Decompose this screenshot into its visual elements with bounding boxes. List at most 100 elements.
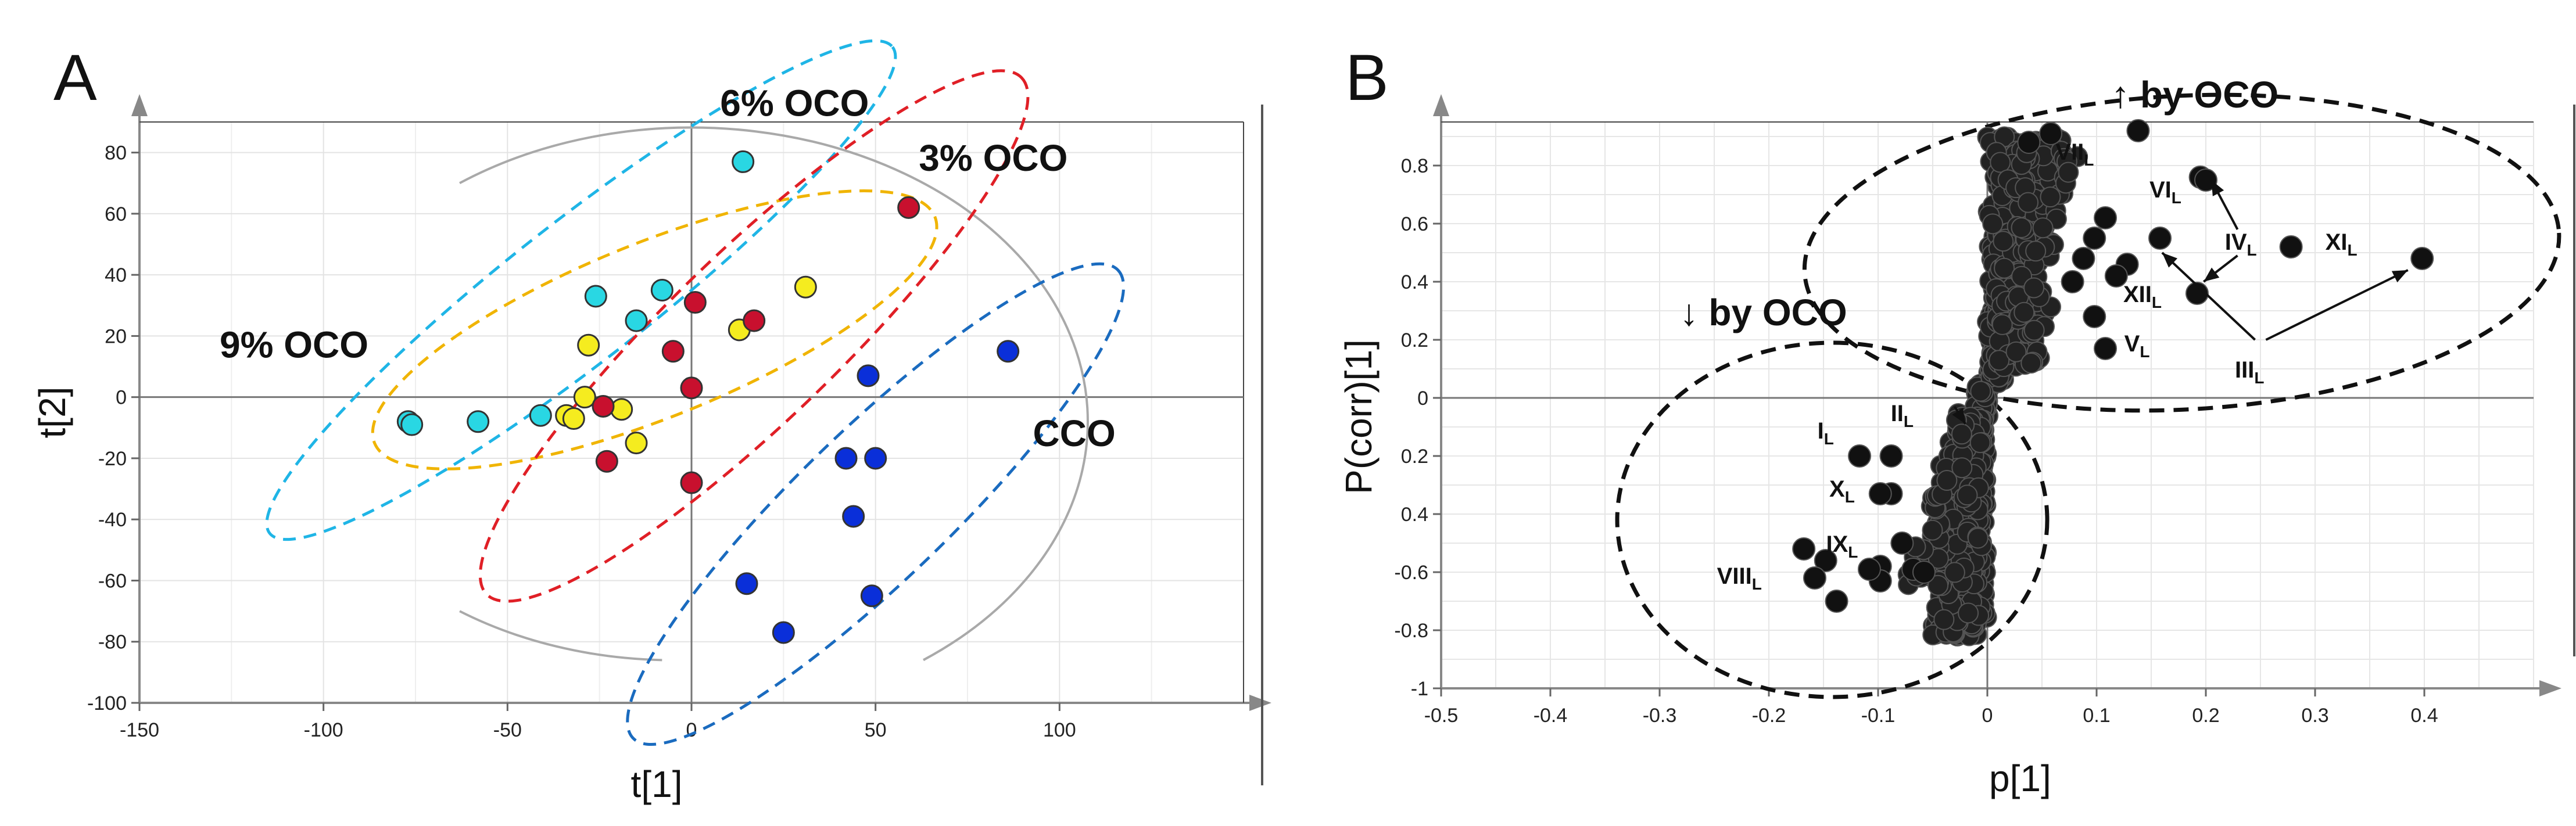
loading-point <box>1944 562 1965 583</box>
loading-point-outlier <box>1879 444 1903 468</box>
loading-point <box>1991 314 2013 335</box>
y-tick-label: 80 <box>105 142 127 164</box>
loading-point-outlier <box>1890 531 1914 555</box>
y-tick-label: 0 <box>116 387 127 409</box>
scatter-point-blue <box>864 447 887 470</box>
loading-point-outlier <box>2039 122 2063 145</box>
scatter-point-cyan <box>625 309 648 332</box>
x-tick-label: 100 <box>1043 719 1076 741</box>
loading-point <box>2013 301 2035 323</box>
loading-point-outlier <box>2083 227 2106 250</box>
x-tick-label: -0.4 <box>1534 705 1568 727</box>
x-tick-label: -0.2 <box>1752 705 1786 727</box>
loading-point <box>1969 432 1991 454</box>
annotation-label: IVL <box>2225 229 2257 259</box>
loading-point-outlier <box>2279 235 2303 258</box>
confidence-ellipse-bottom <box>459 610 662 662</box>
panel-a-letter: A <box>53 41 97 114</box>
loading-point <box>1989 350 2010 371</box>
x-tick-label: 0 <box>1982 705 1993 727</box>
loading-point <box>1936 470 1958 491</box>
annotation-label: VL <box>2124 331 2150 361</box>
y-tick-label: -0.8 <box>1394 620 1428 642</box>
loading-point <box>2032 217 2054 239</box>
confidence-ellipse-top <box>459 126 1089 662</box>
y-tick-label: 0.2 <box>1401 329 1428 351</box>
loading-point-outlier <box>2104 264 2128 288</box>
annotation-label: IXL <box>1826 531 1858 561</box>
ellipse-9pct <box>265 39 897 541</box>
x-tick-label: 0 <box>686 719 697 741</box>
scatter-point-cyan <box>650 278 673 301</box>
scatter-point-red <box>683 291 707 314</box>
x-tick-label: -0.3 <box>1643 705 1677 727</box>
scatter-point-yellow <box>573 386 596 409</box>
scatter-point-blue <box>857 364 880 387</box>
annotation-label: ↑ by OCO <box>2111 74 2278 116</box>
loading-point-outlier <box>2410 247 2434 270</box>
x-tick-label: 0.1 <box>2083 705 2110 727</box>
scatter-point-cyan <box>584 285 607 308</box>
annotation-label: XIIL <box>2123 282 2162 311</box>
y-axis-arrow <box>131 94 148 116</box>
x-tick-label: 0.2 <box>2192 705 2219 727</box>
annotation-label: VIL <box>2149 177 2181 207</box>
annotation-label: ↓ by OCO <box>1680 292 1847 333</box>
arrow-iii-a <box>2161 252 2256 341</box>
loading-point <box>1994 257 2015 279</box>
loading-point <box>1927 574 1949 596</box>
loading-point <box>1993 231 2014 252</box>
scatter-point-yellow <box>577 333 600 357</box>
ellipse-yellow-group <box>371 189 938 471</box>
arrow-iv-bottom-head <box>2204 267 2220 282</box>
scatter-point-blue <box>834 447 858 470</box>
group-label: 9% OCO <box>220 324 368 365</box>
annotation-label: XIL <box>2326 229 2358 259</box>
y-tick-label: 0.8 <box>1401 155 1428 177</box>
loading-point <box>2020 353 2042 374</box>
annotation-label: VIIL <box>2055 139 2094 169</box>
scatter-point-yellow <box>794 275 817 299</box>
group-label: 6% OCO <box>720 82 869 124</box>
scatter-point-yellow <box>625 432 648 455</box>
scatter-point-blue <box>735 572 758 595</box>
annotation-label: IIL <box>1891 401 1914 430</box>
y-tick-label: -60 <box>98 570 127 592</box>
y-axis-arrow <box>1433 94 1449 116</box>
y-tick-label: -1 <box>1411 678 1428 700</box>
scatter-point-red <box>680 471 703 494</box>
chart-a: -150 -100 -50 0 50 100 -100 -80 -60 -40 -20 0 20 40 60… <box>31 39 1271 805</box>
y-tick-label: 0.2 <box>1401 446 1428 468</box>
annotation-label: XL <box>1829 476 1855 506</box>
loading-point <box>2011 217 2032 239</box>
scatter-point-blue <box>860 584 883 608</box>
x-tick-label: 0.3 <box>2301 705 2328 727</box>
y-tick-label: 0.6 <box>1401 213 1428 235</box>
loading-point <box>1990 152 2011 173</box>
loading-point <box>1958 602 1979 624</box>
y-tick-label: 0.4 <box>1401 504 1428 526</box>
y-tick-label: -40 <box>98 509 127 531</box>
ellipse-cco <box>626 262 1126 746</box>
scatter-point-red <box>743 309 766 332</box>
loading-point-outlier <box>1912 561 1936 584</box>
arrow-iii-b <box>2265 269 2409 341</box>
loading-point <box>1951 457 1973 479</box>
loading-point-outlier <box>2083 305 2106 328</box>
loading-point-outlier <box>1792 537 1816 561</box>
group-label: CCO <box>1033 412 1116 454</box>
loading-point <box>1967 527 1989 549</box>
loading-point <box>2005 341 2027 362</box>
y-tick-label: -80 <box>98 631 127 653</box>
x-axis-title: t[1] <box>631 763 683 805</box>
x-tick-label: 0.4 <box>2410 705 2438 727</box>
scatter-point-red <box>592 394 615 418</box>
x-tick-label: -150 <box>120 719 159 741</box>
scatter-point-cyan <box>732 150 755 173</box>
loading-point <box>1970 380 1991 402</box>
loading-point <box>1957 484 1978 506</box>
y-tick-label: -100 <box>87 692 127 714</box>
x-tick-label: -100 <box>304 719 343 741</box>
loading-point-outlier <box>2072 247 2095 270</box>
